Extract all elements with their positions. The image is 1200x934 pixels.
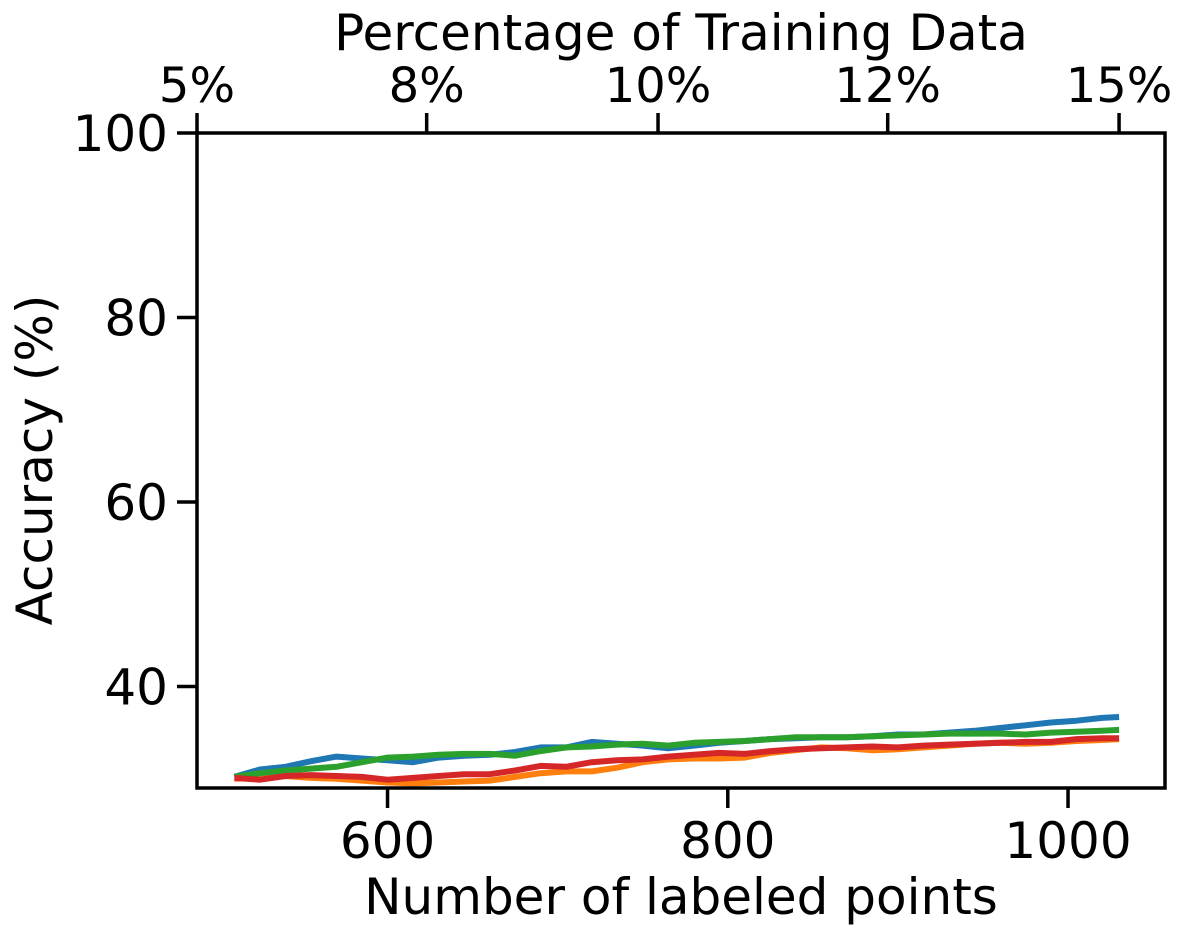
y-tick-label: 100: [73, 105, 168, 163]
top-axis-title: Percentage of Training Data: [334, 4, 1028, 62]
plot-frame: [195, 131, 1167, 790]
x-tick-label: 600: [340, 812, 435, 870]
x-axis-title: Number of labeled points: [364, 868, 998, 926]
top-tick-label: 8%: [389, 58, 465, 114]
top-tick-label: 15%: [1066, 58, 1173, 114]
y-tick-label: 80: [104, 290, 168, 348]
series-line-3: [233, 726, 1120, 780]
top-tick-label: 12%: [834, 58, 941, 114]
x-tick-label: 1000: [1004, 812, 1131, 870]
y-tick-label: 60: [104, 474, 168, 532]
top-tick-label: 5%: [159, 58, 235, 114]
series-layer: [233, 714, 1120, 787]
y-tick-label: 40: [104, 659, 168, 717]
x-tick-label: 800: [680, 812, 775, 870]
top-tick-label: 10%: [605, 58, 712, 114]
series-line-4: [234, 735, 1120, 783]
y-axis-title: Accuracy (%): [6, 295, 64, 626]
